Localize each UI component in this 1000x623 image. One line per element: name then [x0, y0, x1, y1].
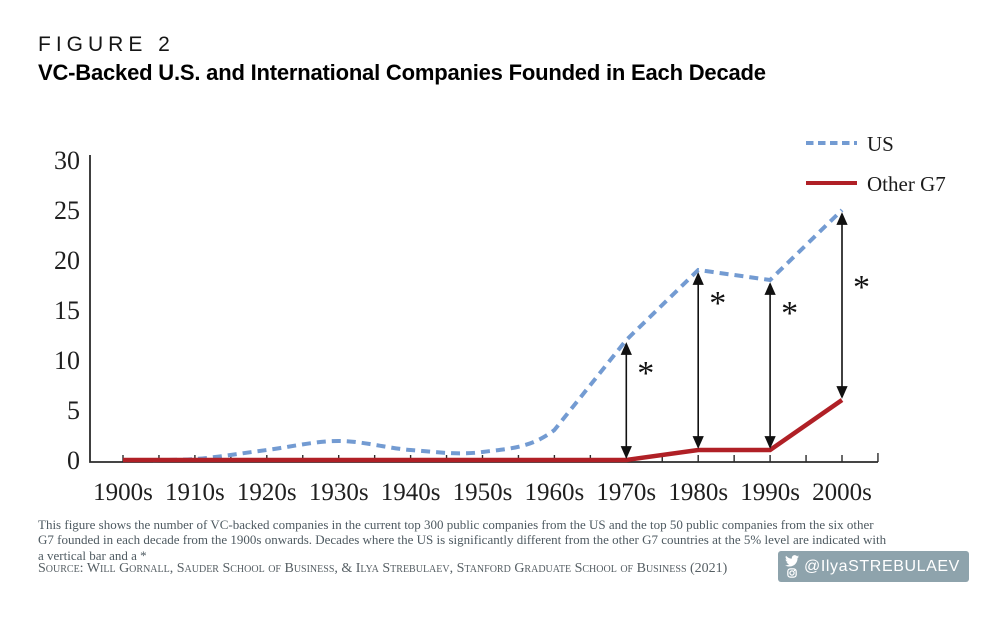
- y-tick-label: 0: [67, 446, 80, 475]
- significance-star: *: [637, 355, 654, 392]
- footnote-line: a vertical bar and a *: [38, 547, 147, 563]
- source-attribution: Source: Will Gornall, Sauder School of B…: [38, 561, 728, 576]
- significance-star: *: [709, 285, 726, 322]
- x-tick-label: 2000s: [812, 479, 872, 506]
- significance-star: *: [853, 269, 870, 306]
- significance-star: *: [781, 295, 798, 332]
- y-tick-label: 25: [54, 196, 80, 225]
- series-line-other-g7: [123, 398, 844, 463]
- x-tick-label: 1980s: [668, 479, 728, 506]
- x-tick-label: 1960s: [525, 479, 585, 506]
- legend-label-other-g7: Other G7: [867, 172, 946, 196]
- social-handle-text: @IlyaSTREBULAEV: [804, 557, 960, 575]
- figure-title: VC-Backed U.S. and International Compani…: [38, 60, 766, 85]
- figure-number-label: FIGURE 2: [38, 33, 175, 56]
- social-icons: [785, 555, 799, 578]
- legend-label-us: US: [867, 132, 894, 156]
- y-tick-label: 15: [54, 296, 80, 325]
- y-tick-label: 5: [67, 396, 80, 425]
- x-tick-label: 1940s: [381, 479, 441, 506]
- x-tick-label: 1950s: [453, 479, 513, 506]
- axes-spine: [89, 155, 878, 463]
- x-tick-label: 1910s: [165, 479, 225, 506]
- x-tick-label: 1970s: [596, 479, 656, 506]
- x-tick-label: 1930s: [309, 479, 369, 506]
- x-tick-label: 1920s: [237, 479, 297, 506]
- footnote-line: G7 founded in each decade from the 1900s…: [38, 532, 887, 548]
- footnote-line: This figure shows the number of VC-backe…: [38, 517, 874, 532]
- instagram-icon: [787, 568, 797, 578]
- y-tick-label: 30: [54, 146, 80, 175]
- series-line-us: [122, 208, 844, 463]
- twitter-icon: [785, 555, 799, 567]
- social-handle-badge[interactable]: @IlyaSTREBULAEV: [778, 551, 969, 582]
- x-tick-label: 1990s: [740, 479, 800, 506]
- x-tick-label: 1900s: [93, 479, 153, 506]
- y-tick-label: 10: [54, 346, 80, 375]
- figure-footnote: This figure shows the number of VC-backe…: [38, 517, 958, 563]
- y-tick-label: 20: [54, 246, 80, 275]
